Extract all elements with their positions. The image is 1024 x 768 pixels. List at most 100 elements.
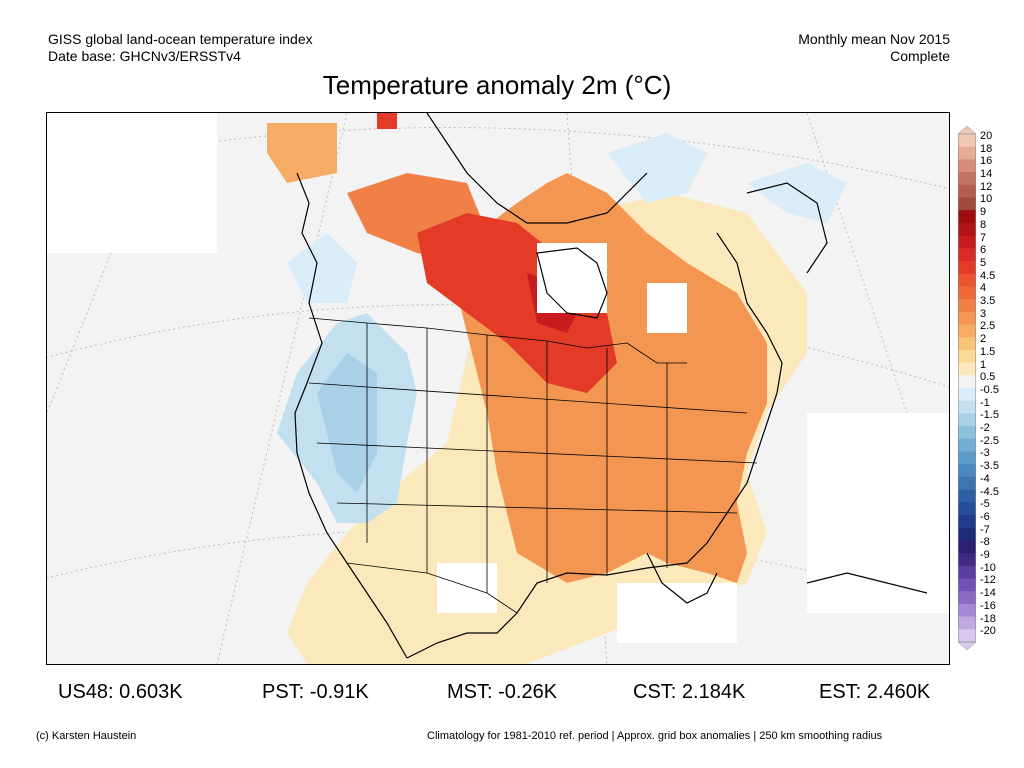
period-label: Monthly mean Nov 2015 xyxy=(798,31,950,47)
copyright: (c) Karsten Haustein xyxy=(36,730,137,742)
colorbar-swatch xyxy=(958,184,976,198)
atlantic-gulf-coast xyxy=(406,232,783,659)
stat-est: EST: 2.460K xyxy=(819,681,931,703)
colorbar-label: -0.5 xyxy=(980,383,999,396)
colorbar-swatch xyxy=(958,210,976,224)
dataset-info: GISS global land-ocean temperature index… xyxy=(48,31,313,65)
anomaly-fields xyxy=(47,113,949,664)
graticule-line xyxy=(216,113,348,664)
database-label: Date base: GHCNv3/ERSSTv4 xyxy=(48,48,241,64)
missing-box xyxy=(807,413,949,613)
anomaly-cool-bc xyxy=(287,233,357,303)
colorbar-label: -4.5 xyxy=(980,485,999,498)
colorbar-swatch xyxy=(958,197,976,211)
colorbar-swatch xyxy=(958,502,976,516)
colorbar-label: 10 xyxy=(980,193,993,206)
colorbar-label: -9 xyxy=(980,549,990,561)
colorbar-label: -4 xyxy=(980,472,990,485)
colorbar-label: 16 xyxy=(980,155,993,168)
colorbar-label: 12 xyxy=(980,180,993,193)
missing-box xyxy=(47,113,217,253)
stat-cst: CST: 2.184K xyxy=(633,681,746,703)
colorbar-label: -5 xyxy=(980,498,990,511)
colorbar-swatch xyxy=(958,540,976,554)
colorbar-label: -8 xyxy=(980,536,990,549)
colorbar-swatch xyxy=(958,578,976,592)
stat-pst: PST: -0.91K xyxy=(262,681,369,703)
colorbar-swatch xyxy=(958,299,976,313)
colorbar-label: 4 xyxy=(980,282,987,295)
arctic-coast xyxy=(426,113,648,224)
labrador-coast xyxy=(746,182,828,274)
colorbar-swatch xyxy=(958,476,976,491)
colorbar-swatch xyxy=(958,172,976,186)
colorbar-swatch xyxy=(958,248,976,262)
colorbar-swatch xyxy=(958,146,976,160)
state-border xyxy=(308,382,748,414)
colorbar-swatch xyxy=(958,273,976,287)
colorbar-swatch xyxy=(958,413,976,427)
colorbar-swatch xyxy=(958,375,976,389)
missing-box xyxy=(437,563,497,613)
colorbar-frame xyxy=(958,133,976,643)
colorbar-swatch xyxy=(958,629,976,643)
colorbar-label: 5 xyxy=(980,256,987,269)
graticule-line xyxy=(806,113,948,534)
colorbar-label: -2.5 xyxy=(980,434,999,447)
anomaly-hot-top xyxy=(377,113,397,129)
colorbar-label: -16 xyxy=(980,599,996,612)
colorbar-top-arrow xyxy=(958,126,976,135)
colorbar-swatch xyxy=(958,261,976,275)
methodology-note: Climatology for 1981-2010 ref. period | … xyxy=(427,730,883,742)
colorbar-label: 1 xyxy=(980,358,987,371)
colorbar-label: 0.5 xyxy=(980,371,996,384)
state-border xyxy=(336,502,738,514)
colorbar xyxy=(958,126,976,650)
colorbar-swatch xyxy=(958,527,976,541)
colorbar-label: -7 xyxy=(980,523,990,536)
colorbar-swatch xyxy=(958,311,976,325)
colorbar-swatch xyxy=(958,515,976,529)
period-info: Monthly mean Nov 2015 Complete xyxy=(798,31,950,65)
colorbar-label: -14 xyxy=(980,587,996,600)
florida-coast xyxy=(646,552,718,604)
caribbean-islands xyxy=(806,572,928,594)
colorbar-swatch xyxy=(958,337,976,351)
colorbar-swatch xyxy=(958,400,976,414)
colorbar-label: 1.5 xyxy=(980,345,996,358)
colorbar-label: 2 xyxy=(980,333,987,346)
stat-mst: MST: -0.26K xyxy=(447,681,558,703)
colorbar-label: 6 xyxy=(980,244,987,257)
colorbar-swatch xyxy=(958,222,976,237)
colorbar-label: -6 xyxy=(980,510,990,523)
colorbar-swatch xyxy=(958,489,976,503)
colorbar-swatch xyxy=(958,159,976,173)
colorbar-label: -20 xyxy=(980,625,996,638)
colorbar-swatch xyxy=(958,553,976,567)
regional-stats: US48: 0.603K PST: -0.91K MST: -0.26K CST… xyxy=(0,681,1024,707)
colorbar-swatch xyxy=(958,464,976,478)
colorbar-swatch xyxy=(958,603,976,618)
anomaly-hot xyxy=(417,213,617,393)
colorbar-label: 3 xyxy=(980,307,987,320)
colorbar-label: -2 xyxy=(980,422,990,434)
missing-box xyxy=(537,243,607,313)
missing-box xyxy=(647,283,687,333)
colorbar-label: 20 xyxy=(980,129,993,142)
colorbar-bottom-arrow xyxy=(958,641,976,650)
colorbar-label: 7 xyxy=(980,231,987,244)
colorbar-label: -12 xyxy=(980,574,996,587)
colorbar-swatch xyxy=(958,286,976,300)
colorbar-label: 3.5 xyxy=(980,295,996,307)
map-title: Temperature anomaly 2m (°C) xyxy=(322,70,672,100)
colorbar-label: 2.5 xyxy=(980,320,996,333)
anomaly-warm-nw xyxy=(267,123,337,183)
us-mexico-border xyxy=(346,562,518,614)
colorbar-label: -3 xyxy=(980,447,990,460)
anomaly-cool-baffin xyxy=(747,163,847,223)
colorbar-labels: 20 18 16 14 12 10 9 8 7 6 5 4.5 4 3.5 3 2.5 2 1.5 1 0.5 -0.5… xyxy=(980,126,1020,650)
colorbar-label: -1 xyxy=(980,396,990,409)
dataset-title: GISS global land-ocean temperature index xyxy=(48,31,313,47)
political-borders xyxy=(308,317,758,614)
colorbar-label: 9 xyxy=(980,206,987,219)
